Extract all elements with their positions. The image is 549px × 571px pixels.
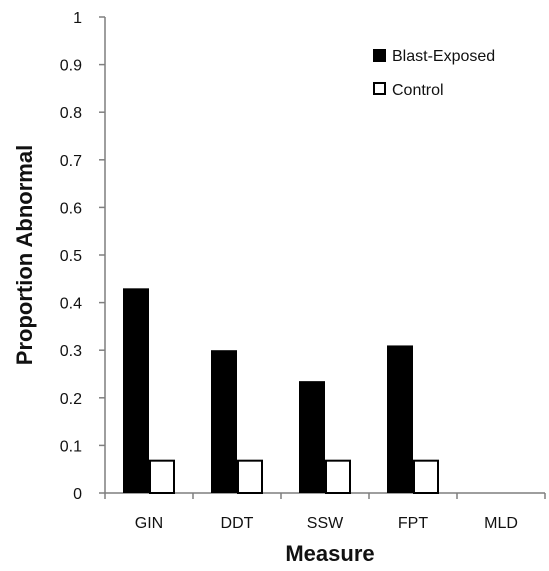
y-tick-label: 0.5 [60,248,82,265]
x-tick-label: GIN [135,515,163,532]
x-axis-title: Measure [285,541,374,566]
x-tick-label: MLD [484,515,518,532]
bar-control-fpt [413,459,439,494]
legend: Blast-Exposed Control [373,48,495,99]
y-tick-label: 0.6 [60,200,82,217]
y-tick-label: 0.2 [60,391,82,408]
bars [123,288,439,494]
y-tick-label: 0.7 [60,153,82,170]
y-tick-label: 0.8 [60,105,82,122]
y-ticks: 0 0.1 0.2 0.3 0.4 0.5 0.6 0.7 0.8 0.9 1 [60,10,105,503]
bar-blast-exposed-ddt [211,350,237,493]
bar-blast-exposed-fpt [387,345,413,493]
legend-label-blast-exposed: Blast-Exposed [392,48,495,65]
bar-control-ssw [325,459,351,494]
y-tick-label: 0.4 [60,296,82,313]
x-ticks: GIN DDT SSW FPT MLD [104,493,546,532]
x-tick-label: FPT [398,515,428,532]
y-tick-label: 1 [73,10,82,27]
y-tick-label: 0 [73,486,82,503]
legend-swatch-control [373,82,386,95]
bar-control-gin [149,459,175,494]
y-axis-title: Proportion Abnormal [12,145,37,365]
bar-blast-exposed-gin [123,288,149,493]
x-tick-label: SSW [307,515,344,532]
legend-label-control: Control [392,82,444,99]
x-tick-label: DDT [221,515,254,532]
bar-control-ddt [237,459,263,494]
y-tick-label: 0.9 [60,58,82,75]
y-tick-label: 0.3 [60,343,82,360]
y-tick-label: 0.1 [60,438,82,455]
bar-blast-exposed-ssw [299,381,325,493]
legend-swatch-blast-exposed [373,49,386,62]
